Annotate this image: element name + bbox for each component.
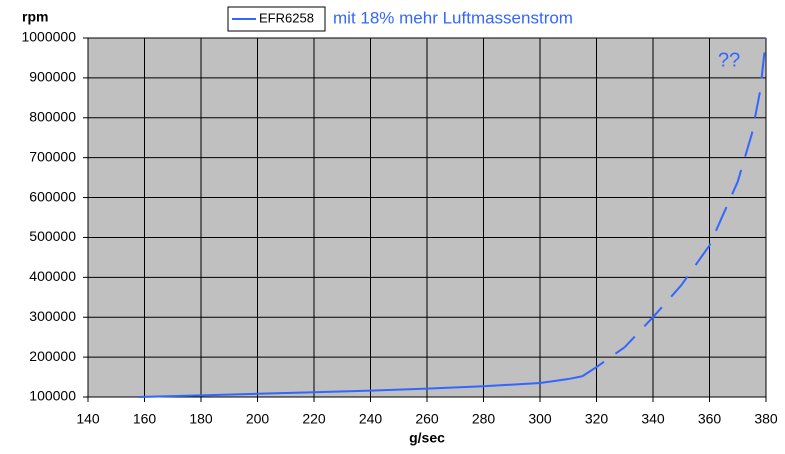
y-tick-label: 800000: [29, 108, 76, 124]
x-tick-label: 380: [754, 411, 778, 427]
x-tick-label: 280: [472, 411, 496, 427]
y-tick-label: 700000: [29, 148, 76, 164]
x-tick-label: 360: [698, 411, 722, 427]
x-tick-label: 320: [585, 411, 609, 427]
x-tick-label: 260: [415, 411, 439, 427]
data-line: [138, 375, 583, 398]
y-tick-label: 1000000: [21, 29, 76, 45]
y-tick-label: 900000: [29, 69, 76, 85]
annotation: mit 18% mehr Luftmassenstrom: [333, 8, 573, 27]
x-tick-label: 240: [359, 411, 383, 427]
legend-label: EFR6258: [259, 10, 314, 25]
y-tick-label: 100000: [29, 388, 76, 404]
x-tick-label: 220: [302, 411, 326, 427]
x-tick-label: 140: [76, 411, 100, 427]
x-tick-label: 180: [189, 411, 213, 427]
x-tick-label: 300: [528, 411, 552, 427]
x-tick-label: 160: [133, 411, 157, 427]
y-tick-label: 400000: [29, 268, 76, 284]
annotation: ??: [718, 49, 740, 71]
x-tick-label: 340: [641, 411, 665, 427]
y-tick-label: 500000: [29, 228, 76, 244]
y-axis-label: rpm: [22, 9, 48, 25]
data-line: [581, 37, 767, 378]
y-tick-label: 600000: [29, 188, 76, 204]
y-tick-label: 200000: [29, 348, 76, 364]
x-axis-label: g/sec: [409, 430, 445, 446]
x-tick-label: 200: [246, 411, 270, 427]
y-tick-label: 300000: [29, 308, 76, 324]
